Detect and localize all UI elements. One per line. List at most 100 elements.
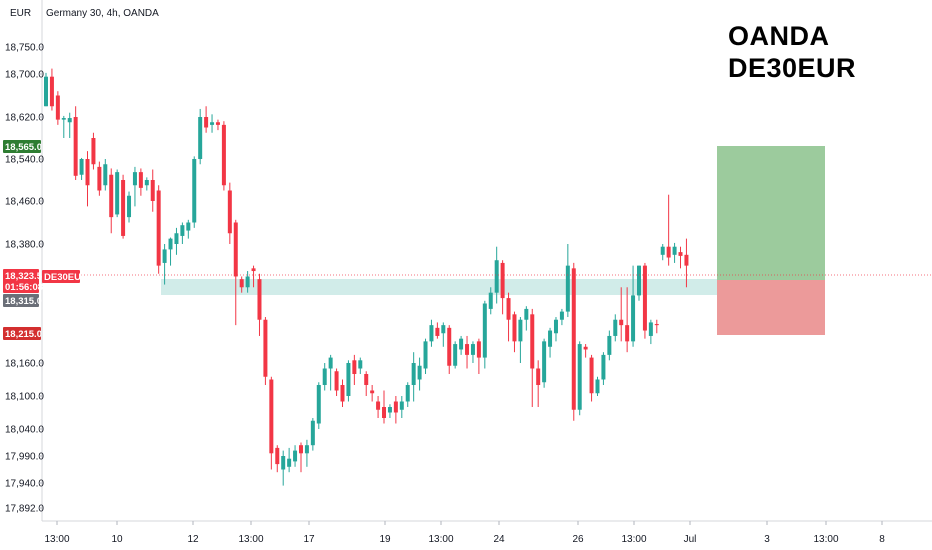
candle[interactable]: [352, 354, 357, 385]
candle[interactable]: [121, 174, 126, 239]
candle[interactable]: [132, 166, 137, 207]
candle[interactable]: [393, 396, 398, 424]
candle[interactable]: [500, 260, 505, 315]
candle[interactable]: [204, 106, 209, 133]
candle[interactable]: [257, 273, 262, 336]
candle[interactable]: [654, 319, 659, 334]
candle[interactable]: [233, 219, 238, 326]
candle[interactable]: [221, 121, 226, 191]
candle[interactable]: [55, 91, 60, 125]
candle[interactable]: [61, 115, 66, 138]
candle[interactable]: [595, 376, 600, 396]
candle[interactable]: [150, 169, 155, 212]
candle[interactable]: [429, 319, 434, 347]
candle[interactable]: [316, 382, 321, 429]
candle[interactable]: [370, 385, 375, 402]
candle[interactable]: [192, 156, 197, 228]
candle[interactable]: [210, 114, 215, 133]
candle[interactable]: [583, 344, 588, 358]
candle[interactable]: [245, 271, 250, 293]
candle[interactable]: [298, 442, 303, 473]
candle[interactable]: [156, 185, 161, 274]
candle[interactable]: [637, 265, 641, 301]
candle[interactable]: [548, 327, 553, 358]
candle[interactable]: [565, 244, 570, 318]
candle[interactable]: [601, 352, 606, 385]
candle[interactable]: [441, 322, 446, 347]
candle[interactable]: [666, 194, 671, 266]
candle[interactable]: [435, 322, 440, 339]
candle[interactable]: [387, 404, 392, 418]
candle[interactable]: [334, 368, 339, 397]
candle[interactable]: [304, 439, 309, 467]
candle[interactable]: [476, 338, 481, 374]
candle[interactable]: [269, 376, 274, 470]
candle[interactable]: [180, 222, 185, 245]
candle[interactable]: [382, 390, 387, 424]
candle[interactable]: [625, 287, 630, 353]
candle[interactable]: [144, 177, 149, 191]
candle[interactable]: [215, 119, 220, 131]
candle[interactable]: [660, 244, 665, 261]
candle[interactable]: [138, 168, 143, 196]
candle[interactable]: [239, 276, 244, 293]
take-profit-zone[interactable]: [717, 146, 825, 280]
time-axis[interactable]: 13:00 10 12 13:00 17 19 13:00 24 26 13:00 Jul 3 13:0…: [44, 521, 885, 545]
candle[interactable]: [293, 445, 298, 467]
candle[interactable]: [67, 112, 72, 138]
candle[interactable]: [607, 330, 612, 361]
candle[interactable]: [482, 300, 487, 369]
candle[interactable]: [310, 418, 315, 451]
candle[interactable]: [275, 445, 280, 473]
candle[interactable]: [44, 72, 48, 107]
candle[interactable]: [162, 244, 167, 285]
candle[interactable]: [103, 159, 108, 191]
candle[interactable]: [571, 262, 576, 421]
candle[interactable]: [631, 265, 636, 347]
price-axis[interactable]: 18,750.0 18,700.0 18,620.0 18,540.0 18,460.0…: [5, 43, 44, 515]
candle[interactable]: [459, 335, 464, 355]
candle[interactable]: [322, 363, 327, 391]
candle[interactable]: [405, 382, 410, 407]
candle[interactable]: [198, 108, 203, 165]
candle[interactable]: [453, 341, 458, 369]
candle[interactable]: [524, 306, 529, 331]
candle[interactable]: [542, 338, 547, 388]
candle[interactable]: [488, 287, 493, 315]
candle[interactable]: [79, 157, 84, 180]
candle[interactable]: [346, 360, 351, 402]
candle[interactable]: [186, 219, 191, 239]
candle[interactable]: [613, 314, 618, 342]
candle[interactable]: [518, 317, 523, 363]
candle[interactable]: [287, 447, 292, 473]
candle[interactable]: [672, 242, 677, 263]
candle[interactable]: [358, 357, 363, 374]
candle[interactable]: [174, 227, 179, 255]
stop-loss-zone[interactable]: [717, 280, 825, 335]
candle[interactable]: [281, 450, 286, 486]
candle[interactable]: [512, 311, 517, 353]
candle[interactable]: [227, 182, 232, 244]
candle[interactable]: [115, 169, 120, 218]
candle[interactable]: [399, 396, 404, 418]
candle[interactable]: [168, 237, 173, 266]
candle[interactable]: [642, 262, 647, 339]
candle[interactable]: [470, 341, 475, 363]
candle[interactable]: [417, 357, 422, 391]
candle[interactable]: [494, 246, 499, 304]
candle[interactable]: [73, 106, 78, 180]
candle[interactable]: [553, 317, 558, 342]
candle[interactable]: [85, 151, 90, 207]
candle[interactable]: [536, 360, 541, 407]
demand-zone[interactable]: [161, 279, 717, 295]
candle[interactable]: [97, 161, 102, 196]
candle[interactable]: [530, 308, 535, 407]
candle[interactable]: [589, 354, 594, 402]
candle[interactable]: [328, 354, 333, 391]
candle[interactable]: [678, 246, 683, 269]
candle[interactable]: [91, 132, 96, 170]
candle[interactable]: [251, 265, 256, 288]
candle[interactable]: [364, 371, 369, 396]
candle[interactable]: [447, 325, 452, 374]
